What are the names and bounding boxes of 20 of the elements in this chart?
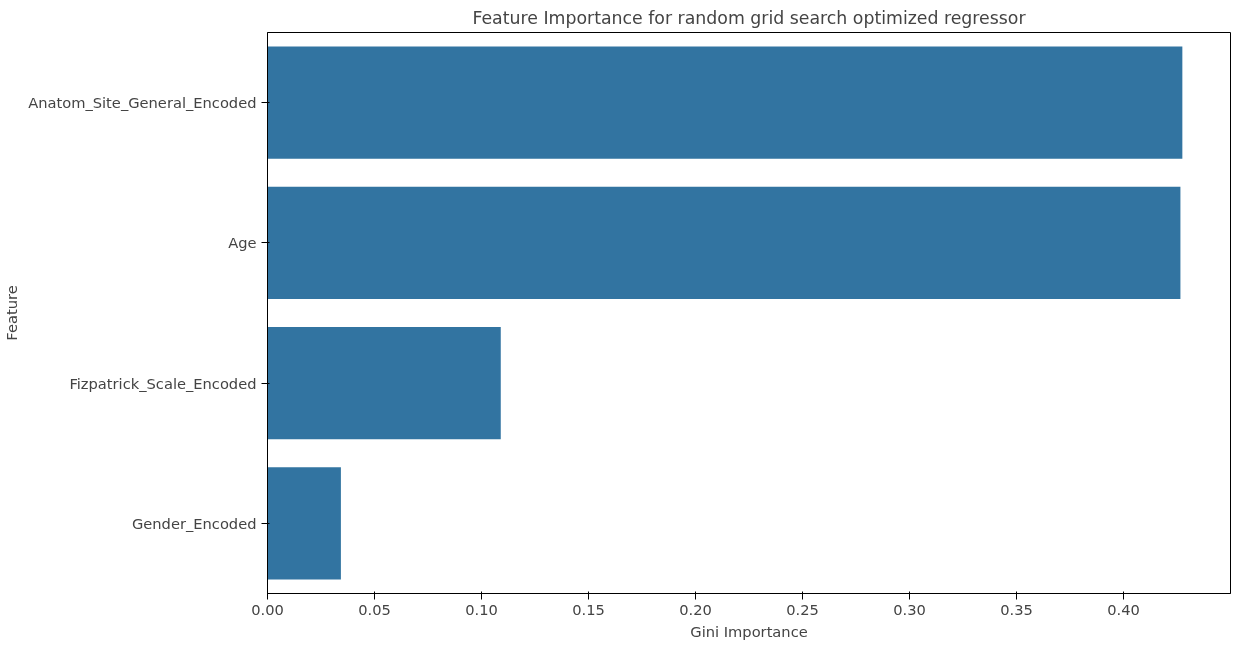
y-axis-title: Feature [3, 285, 21, 341]
x-tick-label: 0.30 [893, 600, 926, 618]
x-tick-label: 0.05 [358, 600, 391, 618]
x-tick-label: 0.40 [1107, 600, 1140, 618]
y-tick-label: Anatom_Site_General_Encoded [28, 94, 257, 112]
bar [267, 467, 341, 580]
x-axis-title: Gini Importance [690, 622, 808, 640]
chart-title: Feature Importance for random grid search optimized regressor [472, 7, 1027, 28]
bar [267, 46, 1183, 159]
x-tick-label: 0.00 [251, 600, 284, 618]
x-tick-label: 0.35 [1000, 600, 1033, 618]
bar [267, 186, 1181, 299]
x-tick-label: 0.15 [572, 600, 605, 618]
y-tick-label: Gender_Encoded [131, 514, 257, 532]
x-tick-label: 0.10 [465, 600, 498, 618]
x-tick-label: 0.20 [679, 600, 712, 618]
x-tick-label: 0.25 [786, 600, 819, 618]
y-tick-label: Fizpatrick_Scale_Encoded [69, 374, 257, 392]
y-tick-label: Age [228, 234, 257, 252]
bar [267, 327, 501, 440]
